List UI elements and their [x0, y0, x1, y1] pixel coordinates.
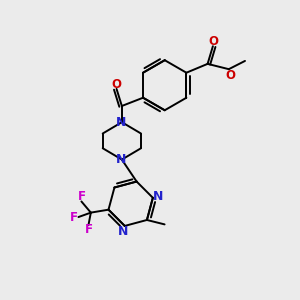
Text: O: O [225, 69, 235, 82]
Text: N: N [116, 153, 126, 166]
Text: F: F [85, 223, 92, 236]
Text: F: F [70, 211, 78, 224]
Text: N: N [153, 190, 164, 203]
Text: N: N [118, 225, 128, 238]
Text: F: F [77, 190, 86, 203]
Text: N: N [116, 116, 126, 129]
Text: O: O [111, 78, 121, 91]
Text: O: O [208, 35, 218, 48]
